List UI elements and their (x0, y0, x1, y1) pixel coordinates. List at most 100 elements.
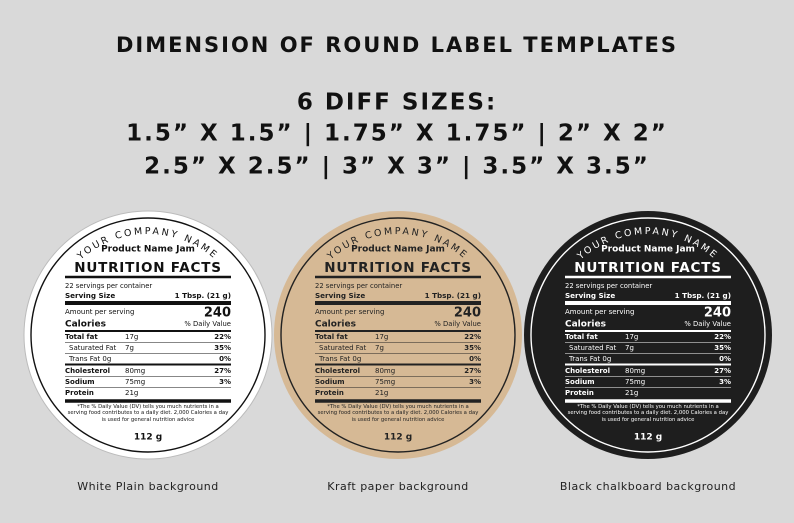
serving-size: Serving Size (315, 291, 365, 300)
nutrient-name: Total fat (565, 333, 598, 341)
nutrient-name: Trans Fat 0g (68, 355, 111, 363)
nutrient-name: Cholesterol (565, 367, 610, 375)
nutrient-amount: 75mg (625, 378, 645, 386)
nutrient-name: Protein (315, 389, 344, 397)
daily-value: % Daily Value (434, 320, 481, 328)
amount: Amount per serving (315, 308, 384, 316)
serving-size-value: 1 Tbsp. (21 g) (175, 291, 231, 300)
title: DIMENSION OF ROUND LABEL TEMPLATES (116, 33, 678, 57)
amount: Amount per serving (565, 308, 634, 316)
nutrient-amount: 21g (375, 389, 388, 397)
caption: Black chalkboard background (560, 480, 736, 493)
serving-size-value: 1 Tbsp. (21 g) (425, 291, 481, 300)
nutrient-name: Sodium (565, 378, 595, 386)
product-name: Product Name Jam (351, 245, 445, 255)
nutrient-amount: 75mg (375, 378, 395, 386)
nutrient-dv: 27% (714, 367, 731, 375)
nutrient-amount: 80mg (125, 367, 145, 375)
nutrient-name: Saturated Fat (569, 344, 616, 352)
nutrient-dv: 35% (464, 344, 481, 352)
nutrient-dv: 35% (214, 344, 231, 352)
calories: Calories (65, 320, 106, 330)
nutrient-amount: 7g (125, 344, 134, 352)
nutrient-dv: 3% (219, 378, 231, 386)
heading: NUTRITION FACTS (74, 260, 222, 276)
sizes-line: 2.5” X 2.5” | 3” X 3” | 3.5” X 3.5” (144, 154, 650, 180)
footnote: *The % Daily Value (DV) tells you much n… (317, 404, 479, 423)
footnote-box: *The % Daily Value (DV) tells you much n… (317, 404, 479, 423)
nutrient-amount: 7g (625, 344, 634, 352)
label-ring (30, 217, 266, 453)
nutrient-name: Total fat (315, 333, 348, 341)
nutrient-name: Saturated Fat (69, 344, 116, 352)
sizes-line: 1.5” X 1.5” | 1.75” X 1.75” | 2” X 2” (126, 121, 668, 147)
nutrient-dv: 22% (214, 333, 231, 341)
net-weight: 112 g (384, 433, 412, 443)
nutrient-name: Trans Fat 0g (568, 355, 611, 363)
nutrient-name: Trans Fat 0g (318, 355, 361, 363)
label-disc (524, 211, 772, 459)
caption: White Plain background (77, 480, 219, 493)
calories-value: 240 (704, 306, 731, 321)
nutrient-name: Protein (65, 389, 94, 397)
calories: Calories (315, 320, 356, 330)
net-weight: 112 g (134, 433, 162, 443)
heading: NUTRITION FACTS (324, 260, 472, 276)
label-disc (274, 211, 522, 459)
nutrient-amount: 21g (125, 389, 138, 397)
net-weight: 112 g (634, 433, 662, 443)
nutrient-dv: 22% (464, 333, 481, 341)
nutrient-name: Protein (565, 389, 594, 397)
nutrient-amount: 17g (375, 333, 388, 341)
serving-size: Serving Size (65, 291, 115, 300)
nutrient-amount: 80mg (625, 367, 645, 375)
caption: Kraft paper background (327, 480, 469, 493)
footnote: *The % Daily Value (DV) tells you much n… (567, 404, 729, 423)
footnote: *The % Daily Value (DV) tells you much n… (67, 404, 229, 423)
servings: 22 servings per container (565, 282, 652, 290)
serving-size-value: 1 Tbsp. (21 g) (675, 291, 731, 300)
nutrient-name: Saturated Fat (319, 344, 366, 352)
nutrient-dv: 0% (719, 355, 731, 363)
product-name: Product Name Jam (601, 245, 695, 255)
nutrient-name: Total fat (65, 333, 98, 341)
nutrient-amount: 17g (125, 333, 138, 341)
heading: NUTRITION FACTS (574, 260, 722, 276)
nutrient-dv: 27% (214, 367, 231, 375)
daily-value: % Daily Value (684, 320, 731, 328)
nutrient-dv: 27% (464, 367, 481, 375)
daily-value: % Daily Value (184, 320, 231, 328)
nutrient-dv: 35% (714, 344, 731, 352)
nutrient-name: Cholesterol (315, 367, 360, 375)
nutrient-dv: 22% (714, 333, 731, 341)
product-name: Product Name Jam (101, 245, 195, 255)
label-disc (23, 210, 273, 460)
serving-size: Serving Size (565, 291, 615, 300)
nutrient-dv: 3% (719, 378, 731, 386)
nutrient-dv: 0% (469, 355, 481, 363)
footnote-box: *The % Daily Value (DV) tells you much n… (67, 404, 229, 423)
label-ring (530, 217, 766, 453)
servings: 22 servings per container (315, 282, 402, 290)
subtitle: 6 DIFF SIZES: (297, 90, 497, 116)
nutrient-dv: 3% (469, 378, 481, 386)
amount: Amount per serving (65, 308, 134, 316)
nutrient-name: Sodium (315, 378, 345, 386)
nutrient-name: Sodium (65, 378, 95, 386)
calories-value: 240 (204, 306, 231, 321)
nutrient-amount: 7g (375, 344, 384, 352)
label-ring (280, 217, 516, 453)
footnote-box: *The % Daily Value (DV) tells you much n… (567, 404, 729, 423)
calories: Calories (565, 320, 606, 330)
nutrient-dv: 0% (219, 355, 231, 363)
calories-value: 240 (454, 306, 481, 321)
nutrient-amount: 75mg (125, 378, 145, 386)
nutrient-name: Cholesterol (65, 367, 110, 375)
nutrient-amount: 21g (625, 389, 638, 397)
servings: 22 servings per container (65, 282, 152, 290)
nutrient-amount: 80mg (375, 367, 395, 375)
